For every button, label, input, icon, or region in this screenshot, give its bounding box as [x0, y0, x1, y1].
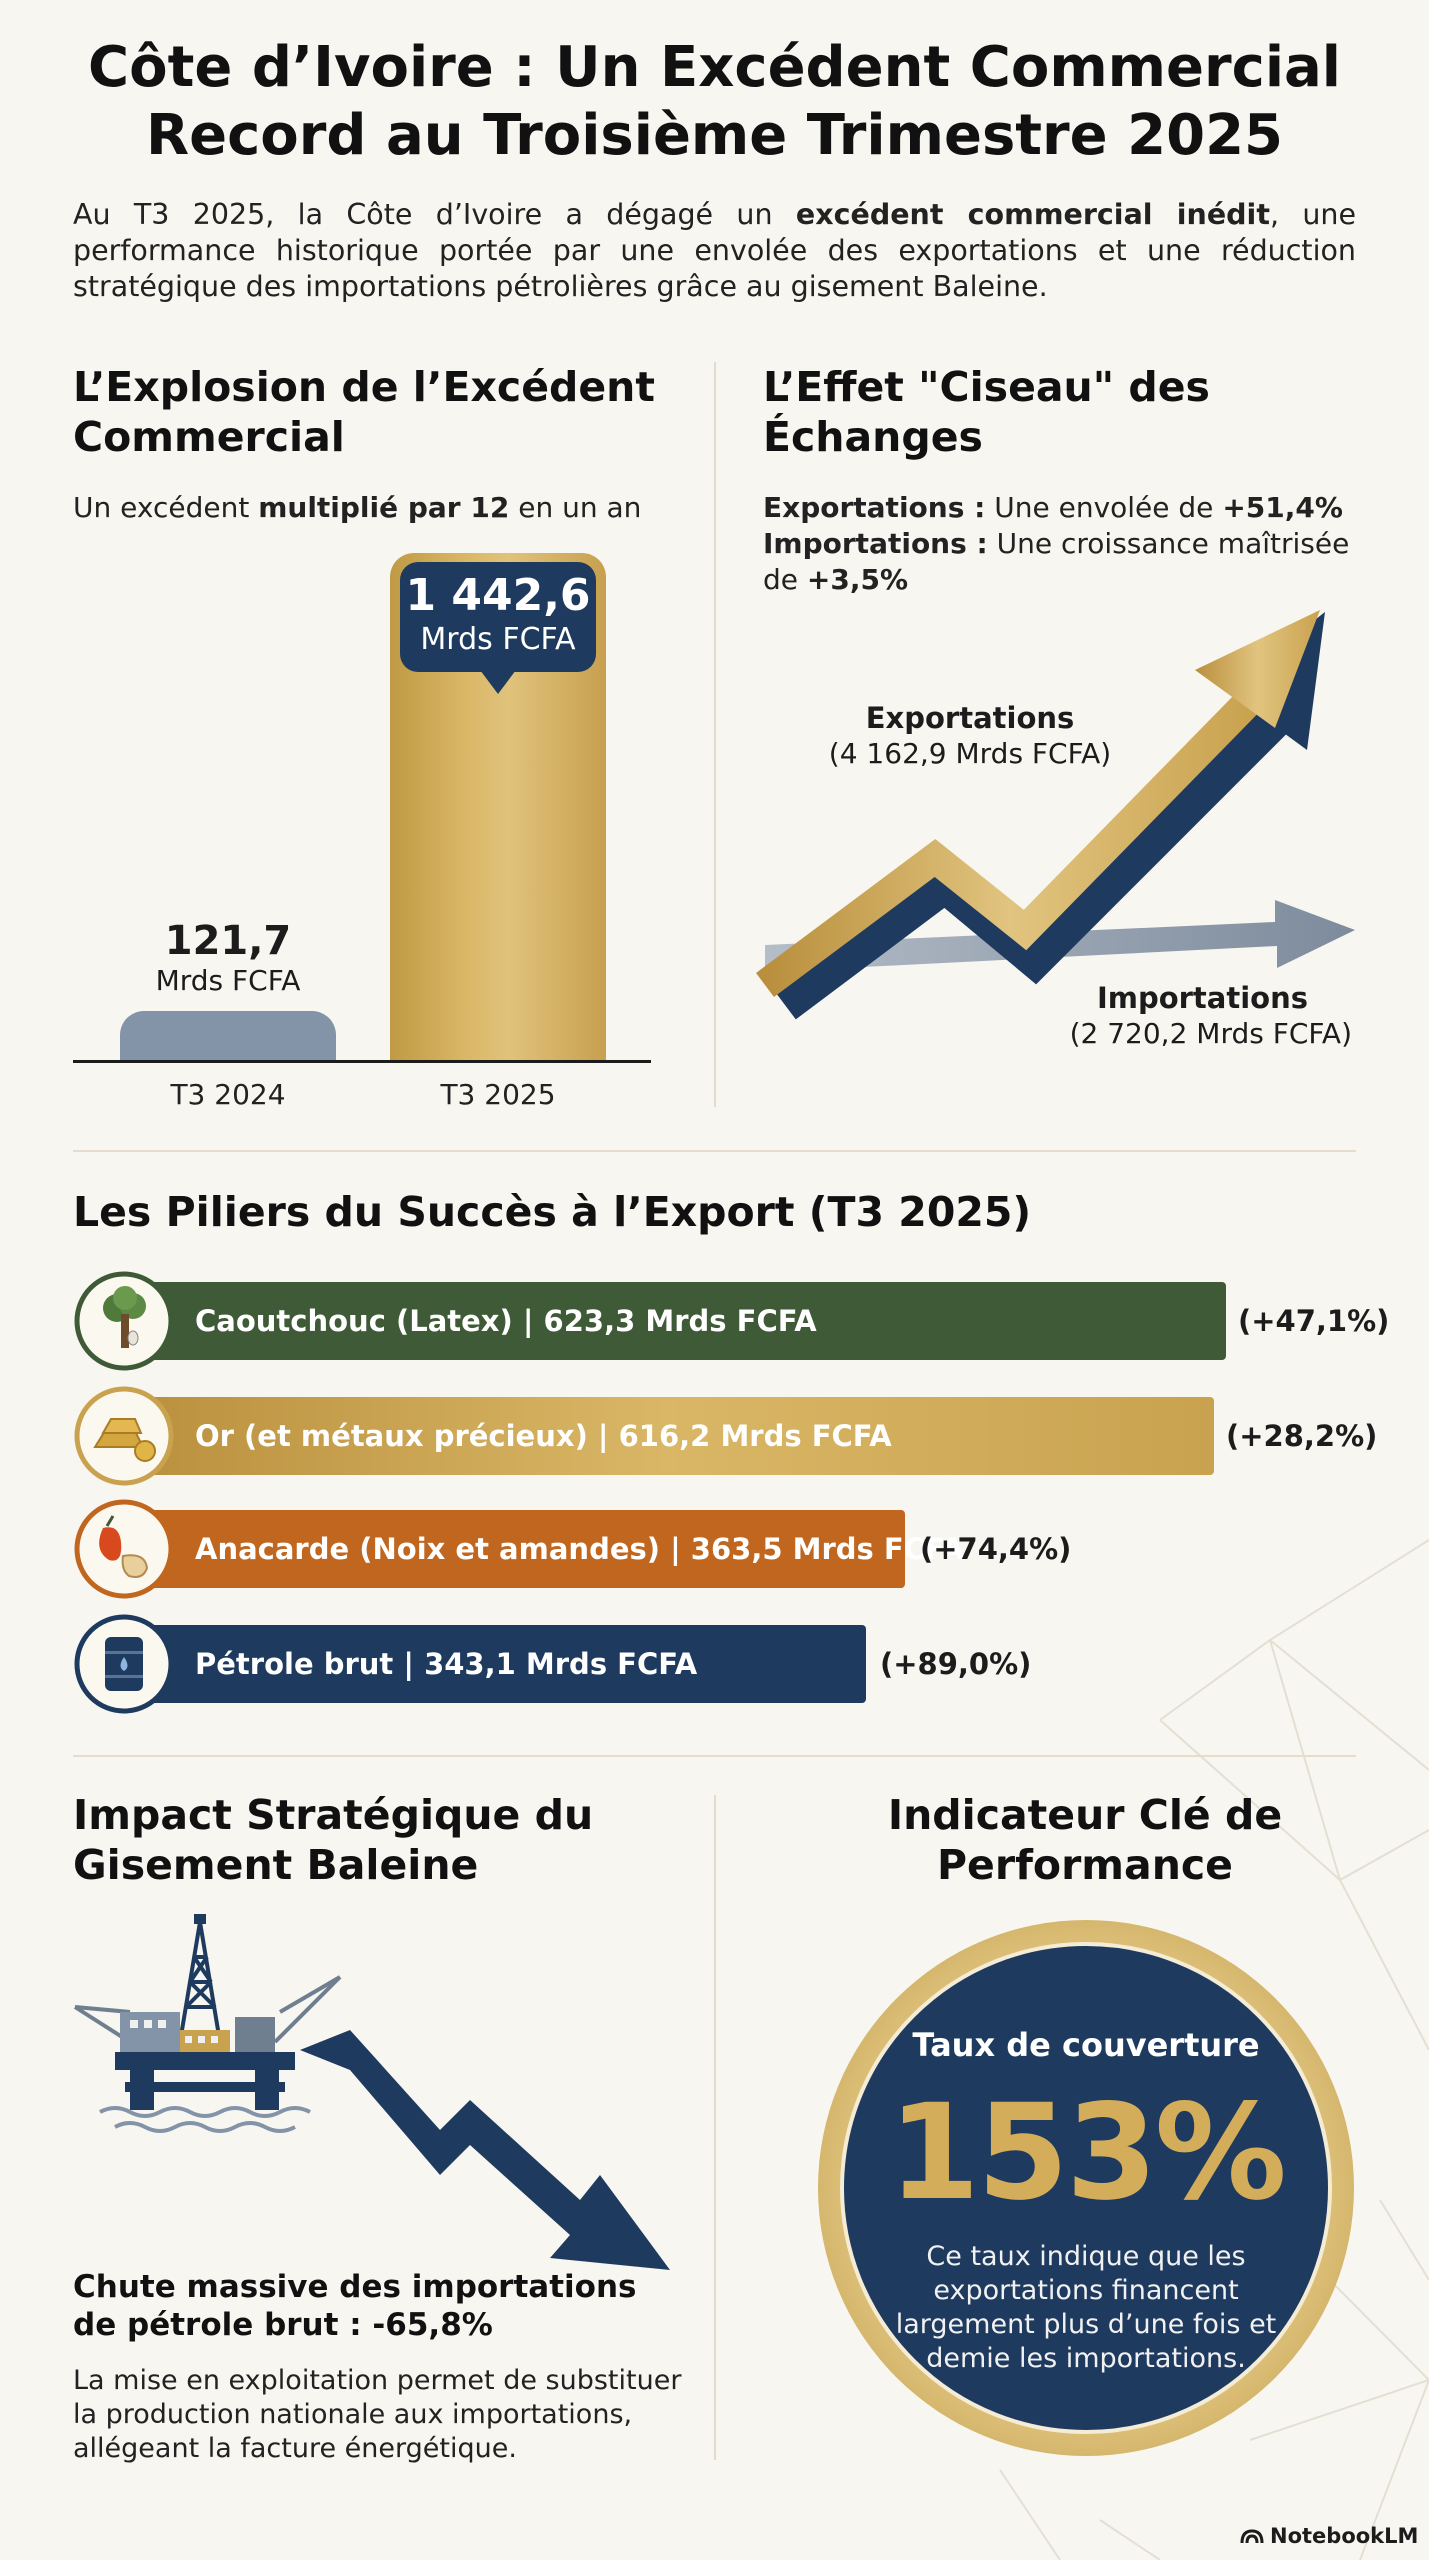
- imports-arrow-value: (2 720,2 Mrds FCFA): [1069, 1017, 1352, 1050]
- tree-icon: [73, 1270, 175, 1377]
- notebooklm-icon: [1240, 2529, 1264, 2544]
- kpi-circle: [840, 1942, 1332, 2434]
- vertical-divider-top: [714, 362, 716, 1107]
- oil-barrel-icon: [73, 1613, 175, 1720]
- vertical-divider-bottom: [714, 1795, 716, 2460]
- pillar-label-anacarde: Anacarde (Noix et amandes) | 363,5 Mrds …: [195, 1532, 964, 1566]
- horizontal-divider-2: [73, 1755, 1356, 1757]
- pillar-growth-petrole: (+89,0%): [880, 1647, 1032, 1681]
- kpi-heading: Indicateur Clé de Performance: [887, 1791, 1283, 1889]
- value-t3-2024: 121,7: [164, 918, 292, 964]
- pillar-bar-petrole: [120, 1625, 866, 1703]
- imports-arrow-title: Importations: [1096, 981, 1308, 1015]
- brand-name: NotebookLM: [1270, 2524, 1419, 2548]
- kpi-description: Ce taux indique que les exportations fin…: [895, 2241, 1277, 2374]
- bar-t3-2024: [120, 1011, 336, 1061]
- scissor-arrows-illustration: [756, 610, 1355, 1020]
- kpi-label: Taux de couverture: [912, 2026, 1260, 2064]
- pillar-bar-or: [120, 1397, 1214, 1475]
- pillar-bar-caoutchouc: [120, 1282, 1226, 1360]
- exports-arrow-title: Exportations: [865, 701, 1075, 735]
- baleine-drop-text: La mise en exploitation permet de substi…: [73, 2365, 682, 2464]
- value-label-t3-2024: 121,7 Mrds FCFA: [100, 918, 356, 998]
- imports-arrow-label: Importations (2 720,2 Mrds FCFA): [1030, 980, 1370, 1052]
- main-title: Côte d’Ivoire : Un Excédent Commercial R…: [88, 35, 1341, 168]
- brand-logo: NotebookLM: [1240, 2524, 1418, 2548]
- pillars-heading: Les Piliers du Succès à l’Export (T3 202…: [73, 1188, 1032, 1236]
- surplus-subtitle: Un excédent multiplié par 12 en un an: [73, 491, 642, 524]
- x-tick-t3-2024: T3 2024: [170, 1078, 286, 1111]
- value-callout-t3-2025: 1 442,6 Mrds FCFA: [400, 562, 596, 672]
- baleine-heading: Impact Stratégique du Gisement Baleine: [73, 1791, 594, 1889]
- value-t3-2025: 1 442,6: [405, 570, 591, 621]
- kpi-value: 153%: [888, 2076, 1287, 2230]
- pillar-label-or: Or (et métaux précieux) | 616,2 Mrds FCF…: [195, 1419, 892, 1453]
- chart-baseline: [73, 1060, 651, 1063]
- pillar-growth-anacarde: (+74,4%): [920, 1532, 1072, 1566]
- unit-t3-2024: Mrds FCFA: [155, 964, 301, 997]
- exports-arrow-label: Exportations (4 162,9 Mrds FCFA): [800, 700, 1140, 772]
- scissor-heading: L’Effet "Ciseau" des Échanges: [763, 363, 1210, 461]
- pillar-label-caoutchouc: Caoutchouc (Latex) | 623,3 Mrds FCFA: [195, 1304, 817, 1338]
- exports-arrow-icon: [756, 610, 1325, 1020]
- intro-paragraph: Au T3 2025, la Côte d’Ivoire a dégagé un…: [73, 198, 1357, 303]
- oil-platform-icon: [73, 1914, 342, 2133]
- exports-arrow-value: (4 162,9 Mrds FCFA): [828, 737, 1112, 770]
- down-arrow-icon: [300, 2030, 670, 2270]
- gold-bars-icon: [73, 1385, 175, 1492]
- cashew-icon: [73, 1498, 175, 1605]
- pillar-label-petrole: Pétrole brut | 343,1 Mrds FCFA: [195, 1647, 698, 1681]
- pillar-growth-caoutchouc: (+47,1%): [1238, 1304, 1390, 1338]
- intro-highlight: excédent commercial inédit: [795, 198, 1270, 231]
- x-tick-t3-2025: T3 2025: [440, 1078, 556, 1111]
- callout-pointer: [480, 670, 516, 694]
- pillar-growth-or: (+28,2%): [1226, 1419, 1378, 1453]
- baleine-drop-title: Chute massive des importations de pétrol…: [73, 2269, 637, 2343]
- pillar-bar-anacarde: [120, 1510, 905, 1588]
- surplus-heading: L’Explosion de l’Excédent Commercial: [73, 363, 655, 461]
- horizontal-divider-1: [73, 1150, 1356, 1152]
- scissor-description: Exportations : Une envolée de +51,4% Imp…: [763, 491, 1350, 596]
- unit-t3-2025: Mrds FCFA: [420, 622, 576, 657]
